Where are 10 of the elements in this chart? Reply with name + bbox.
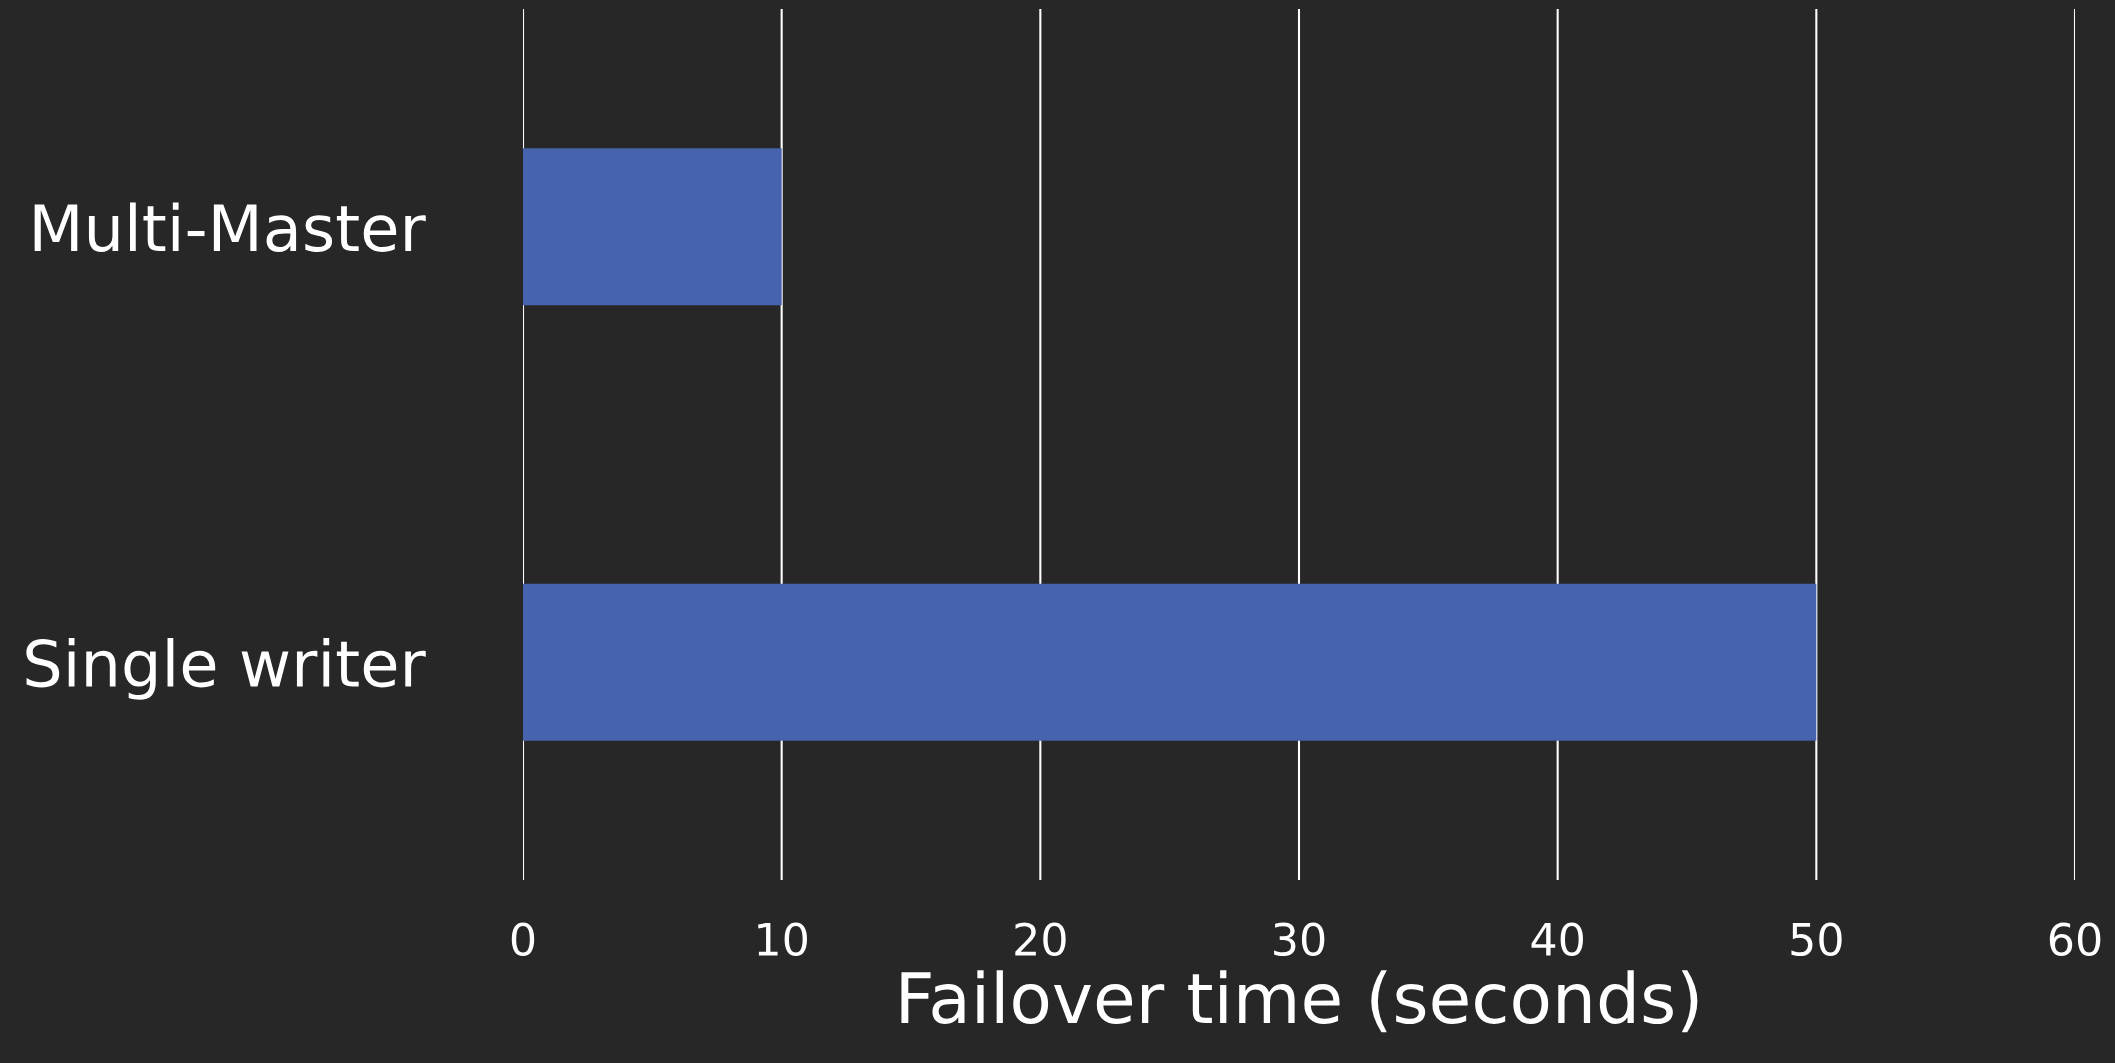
y-tick-label: Multi-Master bbox=[34, 202, 426, 252]
x-tick-label: 60 bbox=[2049, 922, 2101, 957]
x-tick-label: 20 bbox=[1015, 922, 1066, 957]
x-tick-label: 10 bbox=[758, 922, 807, 957]
x-axis-title: Failover time (seconds) bbox=[901, 970, 1698, 1033]
x-tick-label: 30 bbox=[1274, 922, 1325, 957]
x-tick-label: 50 bbox=[1791, 922, 1842, 957]
y-tick-label: Single writer bbox=[26, 637, 426, 700]
x-tick-label: 40 bbox=[1531, 922, 1583, 957]
x-tick-label: 0 bbox=[511, 922, 535, 957]
